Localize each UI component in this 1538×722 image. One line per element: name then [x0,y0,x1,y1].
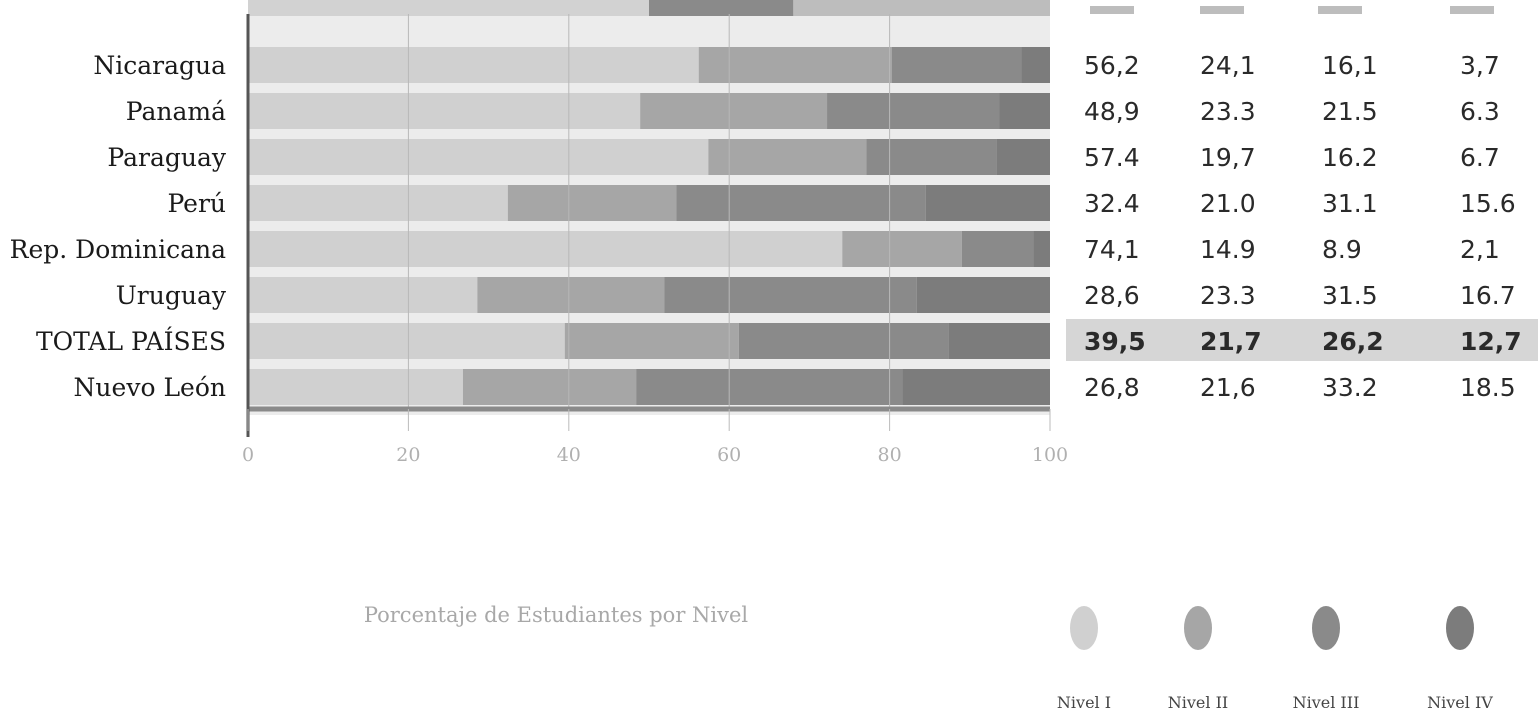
country-label: Paraguay [107,143,226,172]
value-label: 19,7 [1200,143,1256,172]
value-label: 3,7 [1460,51,1500,80]
value-label: 8.9 [1322,235,1362,264]
value-label: 14.9 [1200,235,1256,264]
country-label: Panamá [126,97,226,126]
value-label: 16,1 [1322,51,1378,80]
country-label: Nicaragua [93,51,226,80]
value-label: 6.3 [1460,97,1500,126]
value-label: 32.4 [1084,189,1140,218]
value-label: 21.0 [1200,189,1256,218]
x-tick-label: 100 [1032,444,1068,466]
legend-label: Nivel IV [1427,693,1493,712]
bar-segment [248,277,478,313]
bar-segment [477,277,665,313]
value-label: 24,1 [1200,51,1256,80]
bar-segment [462,369,637,405]
value-label: 18.5 [1460,373,1516,402]
partial-row-value [1318,6,1362,14]
bar-segment [948,323,1050,359]
bar-segment [738,323,949,359]
bar-segment [248,369,463,405]
bar-segment [892,47,1022,83]
value-label: 21,7 [1200,327,1262,356]
bar-segment [996,139,1050,175]
bar-segment [248,139,709,175]
country-label: Uruguay [116,281,227,310]
value-label: 21.5 [1322,97,1378,126]
partial-row-value [1200,6,1244,14]
value-label: 16.7 [1460,281,1516,310]
bar-segment [248,47,699,83]
value-label: 21,6 [1200,373,1256,402]
bar-segment [636,369,903,405]
x-tick-label: 40 [557,444,581,466]
x-tick-label: 20 [396,444,420,466]
bar-segment [640,93,828,129]
value-label: 56,2 [1084,51,1140,80]
highlight-band [1066,319,1538,361]
bar-segment [248,323,565,359]
value-label: 23.3 [1200,281,1256,310]
bar-segment [507,185,677,221]
value-label: 48,9 [1084,97,1140,126]
bar-segment [866,139,997,175]
legend-swatch [1184,606,1212,650]
x-axis-title: Porcentaje de Estudiantes por Nivel [364,603,749,627]
bar-segment [248,231,843,267]
x-tick-label: 80 [878,444,902,466]
legend-swatch [1312,606,1340,650]
value-label: 23.3 [1200,97,1256,126]
value-label: 6.7 [1460,143,1500,172]
partial-row-segment [248,0,649,16]
bar-segment [1021,47,1050,83]
country-label: Nuevo León [74,373,226,402]
partial-row-segment [649,0,794,16]
country-label: TOTAL PAÍSES [36,327,226,356]
bar-segment [664,277,917,313]
bar-segment [708,139,867,175]
value-label: 33.2 [1322,373,1378,402]
value-label: 74,1 [1084,235,1140,264]
value-label: 26,2 [1322,327,1384,356]
country-label: Rep. Dominicana [10,235,226,264]
legend-swatch [1070,606,1098,650]
bar-segment [248,93,641,129]
value-label: 31.1 [1322,189,1378,218]
value-label: 57.4 [1084,143,1140,172]
legend-label: Nivel III [1293,693,1360,712]
x-tick-label: 60 [717,444,741,466]
value-label: 12,7 [1460,327,1522,356]
bar-segment [248,185,508,221]
legend-swatch [1446,606,1474,650]
bar-segment [999,93,1050,129]
bar-segment [676,185,926,221]
bar-segment [1033,231,1050,267]
bar-segment [564,323,739,359]
partial-row-segment [793,0,1050,16]
value-label: 15.6 [1460,189,1516,218]
x-tick-label: 0 [242,444,254,466]
country-label: Perú [167,189,226,218]
bar-segment [842,231,962,267]
value-label: 31.5 [1322,281,1378,310]
bar-segment [925,185,1050,221]
bar-segment [916,277,1050,313]
value-label: 39,5 [1084,327,1146,356]
value-label: 16.2 [1322,143,1378,172]
partial-row-value [1450,6,1494,14]
bar-segment [827,93,1000,129]
legend-label: Nivel II [1168,693,1228,712]
bar-segment [961,231,1034,267]
value-label: 26,8 [1084,373,1140,402]
bar-segment [698,47,893,83]
legend-label: Nivel I [1057,693,1111,712]
partial-row-value [1090,6,1134,14]
value-label: 28,6 [1084,281,1140,310]
value-label: 2,1 [1460,235,1500,264]
bar-segment [902,369,1050,405]
